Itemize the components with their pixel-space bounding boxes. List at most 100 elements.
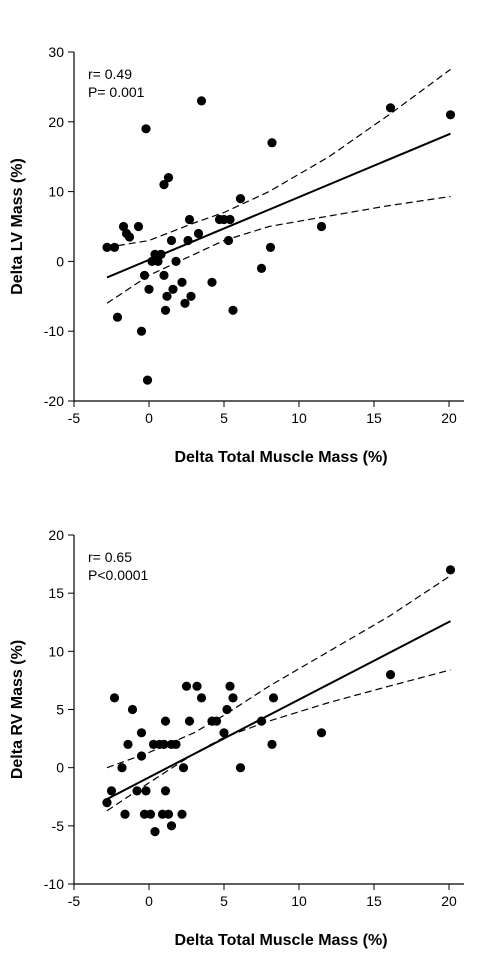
rv-data-point: [219, 728, 229, 738]
lv-data-point: [184, 214, 195, 225]
rv-data-point: [225, 681, 235, 691]
lv-ci-lower: [106, 195, 451, 304]
rv-data-point: [117, 763, 127, 773]
lv-data-point: [136, 326, 147, 336]
rv-data-point: [256, 716, 267, 726]
lv-y-tick-label: 0: [56, 253, 64, 269]
lv-data-point: [144, 284, 154, 294]
lv-data-point: [156, 249, 166, 259]
lv-data-point: [159, 180, 169, 190]
rv-x-axis-title: Delta Total Muscle Mass (%): [174, 932, 387, 949]
lv-x-tick-label: 5: [220, 410, 228, 426]
rv-data-point: [178, 763, 189, 773]
rv-data-point: [385, 670, 396, 680]
lv-data-point: [385, 103, 396, 113]
rv-y-tick-label: 5: [56, 702, 64, 718]
lv-x-tick-label: 20: [441, 410, 457, 426]
rv-data-point: [136, 751, 147, 761]
lv-data-point: [171, 256, 181, 266]
rv-ci-upper: [106, 575, 451, 769]
rv-data-point: [150, 827, 160, 837]
rv-x-tick-label: 0: [145, 893, 153, 909]
lv-data-point: [186, 291, 196, 301]
lv-y-tick-label: 20: [48, 114, 64, 130]
lv-data-point: [267, 138, 277, 148]
rv-data-point: [196, 693, 207, 703]
lv-data-point: [159, 270, 169, 280]
lv-data-point: [118, 221, 129, 232]
lv-data-point: [141, 124, 151, 134]
lv-data-point: [112, 312, 123, 322]
lv-data-point: [183, 235, 193, 246]
rv-regression-line: [106, 620, 451, 800]
lv-y-axis-title: Delta LV Mass (%): [9, 158, 26, 295]
lv-data-point: [142, 375, 153, 385]
panel-lv: -20 -10 0 10 20 30 -5 0 5 10 15 20 Delta Total Muscl…: [9, 44, 464, 466]
lv-x-tick-label: 0: [145, 410, 153, 426]
rv-data-point: [171, 739, 181, 750]
lv-x-axis-title: Delta Total Muscle Mass (%): [174, 449, 387, 466]
rv-data-point: [268, 693, 279, 703]
rv-data-point: [109, 693, 120, 703]
lv-data-point: [193, 228, 204, 239]
rv-data-point: [141, 786, 151, 796]
rv-data-point: [136, 728, 147, 738]
rv-data-point: [192, 681, 202, 691]
lv-data-point: [180, 298, 190, 308]
rv-y-tick-label: 20: [48, 527, 64, 543]
lv-data-point: [228, 305, 238, 315]
lv-x-tick-label: -5: [68, 410, 81, 426]
rv-data-point: [163, 809, 174, 819]
rv-x-tick-label: 20: [441, 893, 457, 909]
lv-data-point: [163, 173, 174, 183]
rv-data-point: [211, 716, 222, 726]
rv-data-point: [235, 763, 246, 773]
lv-data-point: [223, 235, 234, 246]
rv-y-tick-label: 15: [48, 585, 64, 601]
lv-y-tick-label: 30: [48, 44, 64, 60]
lv-data-point: [265, 242, 276, 252]
lv-data-point: [445, 110, 456, 120]
rv-y-tick-label: -5: [52, 818, 65, 834]
rv-x-tick-label: 10: [291, 893, 307, 909]
lv-data-point: [139, 270, 150, 280]
lv-data-point: [196, 96, 207, 106]
lv-ci-upper: [106, 68, 451, 248]
lv-x-tick-label: 15: [366, 410, 382, 426]
lv-data-point: [109, 242, 120, 252]
lv-data-point: [133, 221, 144, 232]
rv-data-point: [159, 739, 169, 750]
rv-x-tick-label: 15: [366, 893, 382, 909]
lv-y-tick-label: 10: [48, 184, 64, 200]
lv-data-point: [235, 194, 246, 204]
rv-data-point: [106, 786, 117, 796]
rv-x-tick-label: 5: [220, 893, 228, 909]
rv-data-point: [184, 716, 195, 726]
lv-data-point: [168, 284, 178, 294]
lv-annotation-r: r= 0.49: [88, 66, 132, 82]
rv-annotation-r: r= 0.65: [88, 549, 132, 565]
rv-data-point: [132, 786, 142, 796]
lv-data-point: [153, 256, 163, 266]
rv-y-tick-label: -10: [44, 876, 64, 892]
rv-data-point: [102, 798, 112, 808]
rv-data-point: [160, 786, 171, 796]
lv-y-tick-label: -20: [44, 393, 64, 409]
lv-data-point: [177, 277, 187, 287]
rv-y-tick-label: 10: [48, 643, 64, 659]
rv-data-point: [445, 565, 456, 575]
lv-data-point: [316, 221, 327, 232]
rv-data-point: [166, 821, 177, 831]
rv-data-point: [181, 681, 192, 691]
lv-data-point: [162, 291, 172, 301]
rv-data-point: [222, 704, 232, 715]
rv-y-axis-title: Delta RV Mass (%): [9, 640, 26, 779]
lv-data-point: [166, 235, 177, 246]
rv-data-point: [120, 809, 130, 819]
rv-data-point: [145, 809, 156, 819]
rv-annotation-p: P<0.0001: [88, 567, 149, 583]
rv-data-point: [267, 739, 277, 750]
